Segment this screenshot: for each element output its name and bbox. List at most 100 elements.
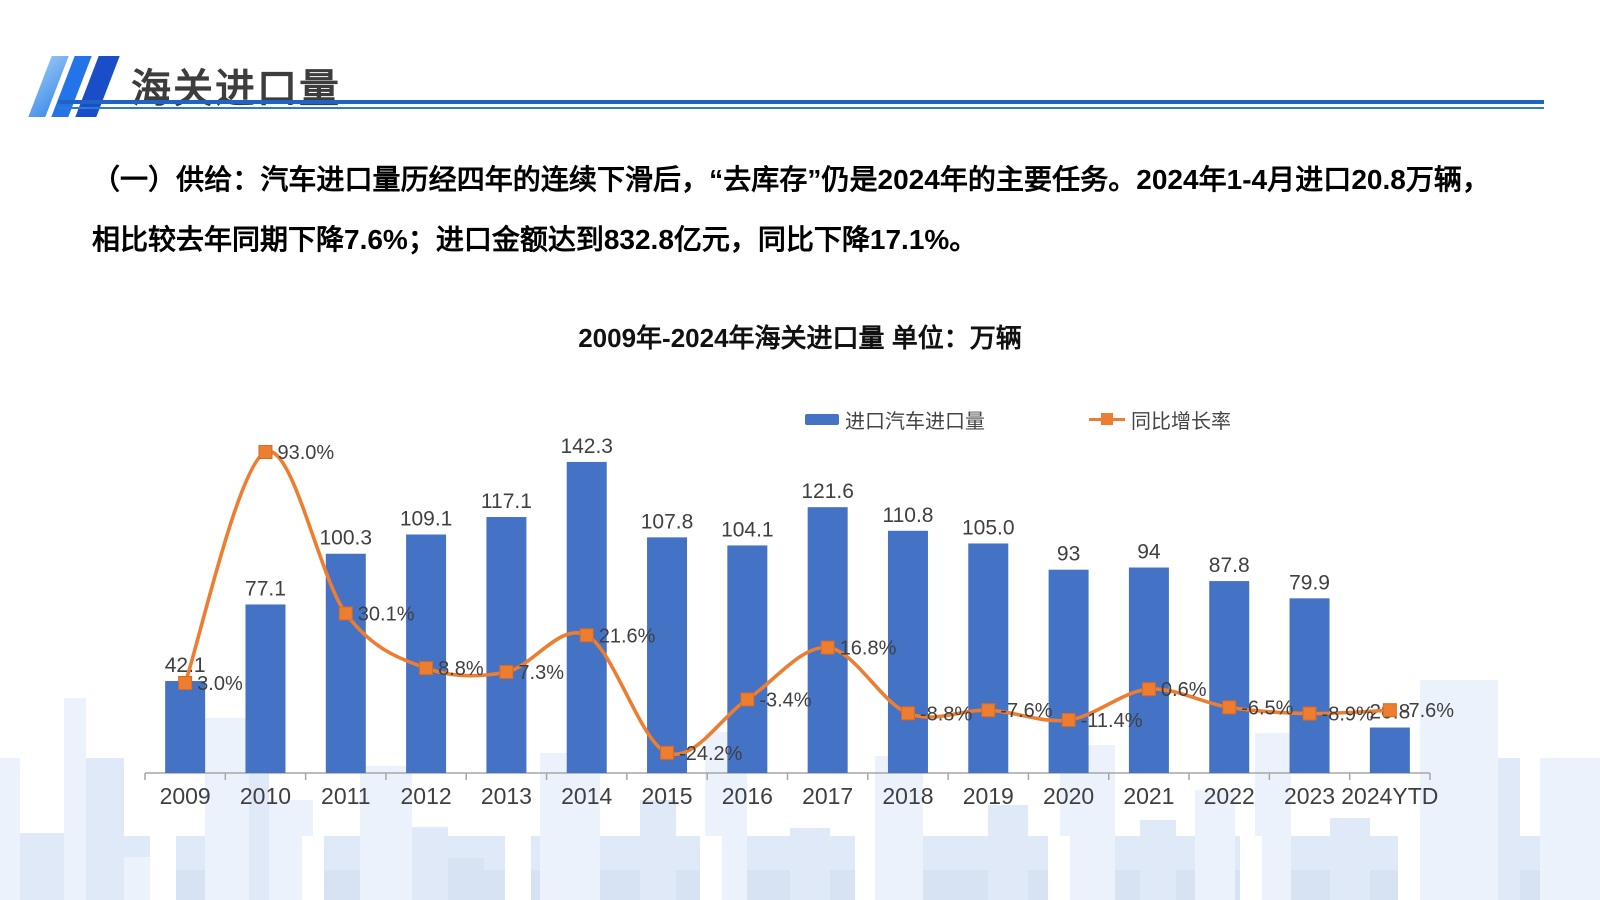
growth-rate-label: -11.4% <box>1081 710 1143 732</box>
x-axis-label: 2009 <box>160 783 211 809</box>
growth-marker <box>1222 700 1237 715</box>
growth-rate-label: 93.0% <box>277 442 334 464</box>
header-underline-thin <box>58 107 1544 109</box>
x-axis-label: 2017 <box>802 783 853 809</box>
bar-value-label: 142.3 <box>560 435 613 458</box>
growth-marker <box>1061 712 1076 727</box>
skyline-block <box>150 836 176 900</box>
skyline-block <box>20 833 64 900</box>
x-axis-label: 2010 <box>240 783 291 809</box>
growth-marker <box>338 606 353 621</box>
growth-marker <box>1141 682 1156 697</box>
bar <box>887 530 928 773</box>
skyline-block <box>505 836 531 900</box>
skyline-block <box>875 756 923 900</box>
growth-rate-label: 8.8% <box>438 658 484 680</box>
growth-rate-label: -6.5% <box>1241 697 1293 719</box>
bar-value-label: 110.8 <box>882 504 933 527</box>
bar-value-label: 105.0 <box>962 516 1015 539</box>
chart-legend: 进口汽车进口量 同比增长率 <box>805 405 1231 434</box>
growth-marker <box>981 703 996 718</box>
skyline-block <box>124 857 152 900</box>
skyline-block <box>1540 758 1600 900</box>
x-axis-label: 2021 <box>1123 783 1174 809</box>
x-axis-label: 2016 <box>722 783 773 809</box>
page-title: 海关进口量 <box>131 67 341 111</box>
bar-series-swatch-icon <box>805 414 839 425</box>
legend-item-import-volume: 进口汽车进口量 <box>805 405 985 434</box>
growth-rate-label: -8.8% <box>920 703 972 725</box>
header: 海关进口量 <box>0 0 1600 130</box>
skyline-block <box>540 753 600 900</box>
x-axis-label: 2023 <box>1284 783 1335 809</box>
x-axis-label: 2015 <box>641 783 692 809</box>
growth-marker <box>579 628 594 643</box>
growth-marker <box>660 745 675 760</box>
growth-marker <box>1302 706 1317 721</box>
x-axis-label: 2020 <box>1043 783 1094 809</box>
skyline-block <box>1420 680 1498 900</box>
skyline-block <box>360 766 412 900</box>
skyline-block <box>988 805 1028 900</box>
growth-rate-label: 30.1% <box>358 603 415 625</box>
header-underline <box>58 100 1544 104</box>
skyline-block <box>412 827 448 900</box>
skyline-block <box>1498 758 1520 900</box>
growth-rate-label: 3.0% <box>197 673 243 695</box>
x-axis-label: 2013 <box>481 783 532 809</box>
bar <box>1369 727 1410 773</box>
skyline-block <box>1195 790 1235 900</box>
bar <box>647 537 688 773</box>
skyline-block <box>86 758 124 900</box>
growth-marker <box>740 692 755 707</box>
skyline-block <box>640 800 676 900</box>
growth-rate-label: -8.9% <box>1322 704 1374 726</box>
x-axis-label: 2024YTD <box>1341 783 1438 809</box>
bar-value-label: 117.1 <box>481 490 532 513</box>
bar-value-label: 121.6 <box>801 480 854 503</box>
bar-value-label: 42.1 <box>165 654 206 677</box>
legend-item-growth-rate: 同比增长率 <box>1089 405 1231 434</box>
bar <box>807 507 848 773</box>
skyline-block <box>249 760 269 900</box>
x-axis-label: 2022 <box>1204 783 1255 809</box>
growth-rate-label: 7.3% <box>518 662 564 684</box>
bar <box>1209 581 1250 773</box>
growth-marker <box>820 640 835 655</box>
growth-rate-label: -3.4% <box>759 689 811 711</box>
bar-value-label: 93 <box>1057 543 1080 566</box>
growth-rate-label: -24.2% <box>679 743 743 765</box>
skyline-block <box>448 858 484 900</box>
skyline-block <box>302 836 324 900</box>
growth-marker <box>258 444 273 459</box>
x-axis-label: 2012 <box>401 783 452 809</box>
bar-value-label: 77.1 <box>245 577 286 600</box>
skyline-block <box>0 758 20 900</box>
legend-label: 进口汽车进口量 <box>845 411 985 433</box>
skyline-block <box>700 836 722 900</box>
growth-marker <box>178 676 193 690</box>
growth-rate-label: 0.6% <box>1161 679 1207 701</box>
bar <box>727 545 768 773</box>
bar-value-label: 94 <box>1137 541 1161 564</box>
growth-marker <box>499 664 514 679</box>
growth-rate-label: 16.8% <box>840 638 897 660</box>
skyline-block <box>205 718 249 900</box>
growth-rate-label: -7.6% <box>1000 700 1052 722</box>
bar <box>245 604 286 773</box>
skyline-block <box>1330 818 1370 900</box>
bar-value-label: 79.9 <box>1289 571 1330 594</box>
bar <box>1048 569 1089 773</box>
chart-title: 2009年-2024年海关进口量 单位：万辆 <box>578 323 1022 353</box>
growth-rate-label: -7.6% <box>1402 700 1454 722</box>
skyline-block <box>855 836 875 900</box>
bar <box>566 461 607 773</box>
skyline-block <box>1240 836 1262 900</box>
growth-marker <box>419 661 434 676</box>
skyline-block <box>1048 836 1070 900</box>
growth-rate-label: 21.6% <box>599 625 656 647</box>
x-axis-label: 2011 <box>321 783 370 809</box>
growth-marker <box>1382 703 1397 718</box>
